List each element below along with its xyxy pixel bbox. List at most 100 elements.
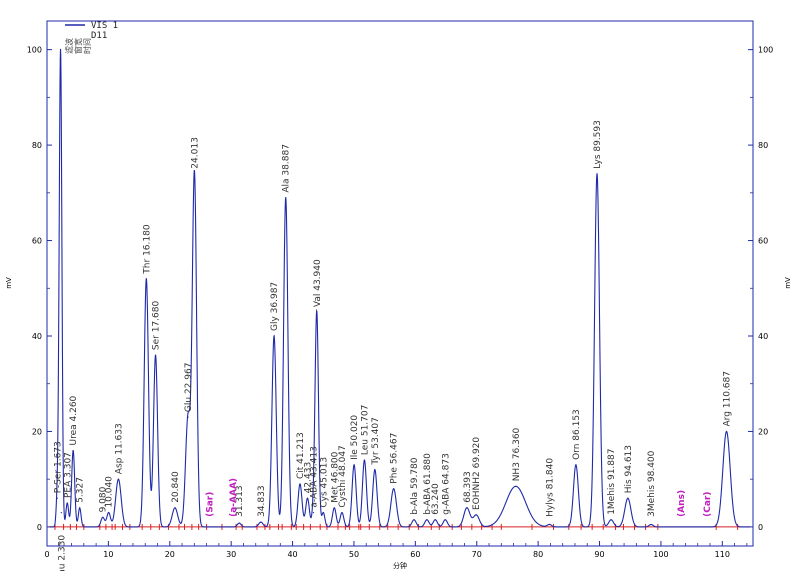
peak-apex bbox=[363, 459, 366, 461]
peak-label: 31.313 bbox=[235, 485, 245, 517]
peak-label: Met 46.800 bbox=[330, 451, 340, 502]
peak-apex bbox=[393, 488, 395, 490]
signal-trace bbox=[49, 48, 750, 528]
y-axis-label-right: mV bbox=[784, 277, 792, 289]
peak-apex bbox=[466, 507, 468, 509]
peak-label: 10.040 bbox=[105, 476, 115, 508]
y-tick-label-right: 40 bbox=[758, 332, 768, 341]
peak-apex bbox=[627, 497, 629, 499]
peak-apex bbox=[610, 519, 612, 521]
peak-apex bbox=[353, 464, 355, 466]
peak-apex bbox=[108, 511, 110, 514]
x-tick-label: 60 bbox=[410, 550, 420, 559]
peak-apex bbox=[66, 502, 68, 504]
peak-label: Cys 45.013 bbox=[319, 457, 329, 508]
peak-apex bbox=[102, 516, 104, 518]
x-tick-label: 50 bbox=[349, 550, 359, 559]
peak-apex bbox=[444, 519, 446, 521]
peak-apex bbox=[59, 58, 62, 60]
x-tick-label: 40 bbox=[287, 550, 297, 559]
x-tick-label: 100 bbox=[653, 550, 668, 559]
peak-apex bbox=[193, 173, 196, 175]
y-axis-label-left: mV bbox=[5, 277, 13, 289]
legend: VIS 1 D11 滤波 窗宽 时间 bbox=[64, 21, 118, 54]
y-tick-label-left: 0 bbox=[37, 523, 42, 532]
peak-apex bbox=[187, 416, 189, 418]
peak-label: Gly 36.987 bbox=[270, 282, 280, 331]
peak-label: 20.840 bbox=[171, 471, 181, 503]
peak-label: 24.013 bbox=[190, 137, 200, 169]
peak-label: 9.080 bbox=[99, 486, 109, 512]
peak-apex bbox=[650, 523, 652, 526]
peak-label: b-ABA 61.880 bbox=[423, 453, 433, 515]
missing-label: (Car) bbox=[703, 492, 713, 517]
peak-apex bbox=[548, 523, 551, 526]
y-tick-label-left: 20 bbox=[32, 427, 42, 436]
y-tick-label-right: 0 bbox=[758, 523, 763, 532]
peak-label: Arg 110.687 bbox=[723, 371, 733, 427]
peak-apex bbox=[79, 507, 81, 509]
peak-label: 42.433 bbox=[304, 462, 314, 494]
x-tick-label: 80 bbox=[533, 550, 543, 559]
peak-apex bbox=[72, 449, 74, 452]
peak-label: 1Mehis 91.887 bbox=[607, 449, 617, 515]
peak-label: Phe 56.467 bbox=[390, 433, 400, 484]
legend-series-2: D11 bbox=[91, 31, 107, 41]
y-tick-label-left: 40 bbox=[32, 332, 42, 341]
peak-apex bbox=[374, 469, 376, 471]
peak-label: PEA 3.307 bbox=[63, 452, 73, 498]
peak-apex bbox=[56, 497, 58, 499]
peak-label: Ala 38.887 bbox=[282, 144, 292, 193]
peak-label: Urea 4.260 bbox=[69, 395, 79, 445]
peak-apex bbox=[285, 196, 287, 199]
missing-label: (a-AAA) bbox=[229, 478, 239, 517]
peak-label: b-Ala 59.780 bbox=[410, 457, 420, 515]
peak-apex bbox=[306, 497, 309, 499]
peak-apex bbox=[333, 507, 335, 509]
peak-apex bbox=[316, 311, 318, 313]
peak-label: Cysthi 48.047 bbox=[338, 445, 348, 507]
x-tick-label: 20 bbox=[165, 550, 175, 559]
peak-apex bbox=[174, 507, 176, 509]
legend-sub-2: 窗宽 bbox=[73, 38, 83, 54]
y-tick-label-left: 100 bbox=[27, 46, 42, 55]
peak-label: Tau 2.330 bbox=[57, 535, 67, 571]
peak-label: 63.240 bbox=[431, 483, 441, 515]
peak-label: Glu 22.967 bbox=[184, 363, 194, 413]
peak-apex bbox=[434, 519, 436, 521]
legend-sub-1: 滤波 bbox=[64, 38, 74, 54]
x-tick-label: 10 bbox=[103, 550, 113, 559]
x-tick-label: 110 bbox=[715, 550, 730, 559]
peak-label: Ser 17.680 bbox=[152, 301, 162, 351]
peak-apex bbox=[260, 521, 262, 523]
peak-label: Hylys 81.840 bbox=[545, 458, 555, 517]
x-axis-label: 分钟 bbox=[393, 561, 407, 570]
peak-label: NH3 76.360 bbox=[512, 427, 522, 481]
peak-apex bbox=[596, 173, 598, 175]
peak-apex bbox=[238, 522, 240, 524]
y-tick-label-left: 80 bbox=[32, 141, 42, 150]
x-tick-label: 30 bbox=[226, 550, 236, 559]
peak-label: a-ABA 43.413 bbox=[310, 446, 320, 507]
legend-sub-3: 时间 bbox=[82, 38, 92, 54]
peak-label: g-ABA 64.873 bbox=[441, 453, 451, 515]
peak-label: 34.833 bbox=[257, 485, 267, 517]
y-tick-label-right: 80 bbox=[758, 141, 768, 150]
peak-apex bbox=[60, 511, 62, 514]
peak-apex bbox=[117, 478, 120, 480]
peak-apex bbox=[575, 464, 577, 466]
trace-path bbox=[49, 48, 750, 528]
peak-apex bbox=[426, 519, 428, 521]
y-tick-label-right: 100 bbox=[758, 46, 773, 55]
peak-label: Val 43.940 bbox=[313, 259, 323, 307]
legend-series-1: VIS 1 bbox=[91, 21, 118, 31]
peak-label: Asp 11.633 bbox=[114, 423, 124, 474]
peak-apex bbox=[475, 514, 477, 516]
peak-label: Thr 16.180 bbox=[142, 224, 152, 275]
peak-apex bbox=[725, 430, 728, 433]
peak-label: EOHNH2 69.920 bbox=[472, 437, 482, 510]
peak-label: 68.393 bbox=[463, 471, 473, 503]
peak-label: Leu 51.707 bbox=[360, 405, 370, 455]
y-tick-label-left: 60 bbox=[32, 237, 42, 246]
